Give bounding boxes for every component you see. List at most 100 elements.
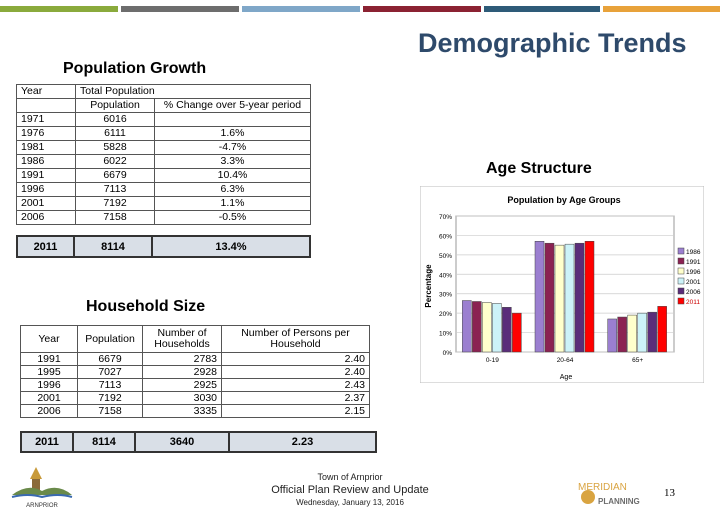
x-tick-label: 20-64 (557, 357, 574, 364)
population-cell: 5828 (75, 140, 155, 155)
legend-swatch-1986 (677, 247, 685, 255)
x-tick-label: 0-19 (486, 357, 499, 364)
age-structure-chart: Population by Age Groups Percentage Age … (420, 186, 704, 383)
household-size-summary: 2011 8114 3640 2.23 (20, 431, 377, 453)
y-tick-label: 40% (439, 272, 452, 279)
bar-segment-6 (603, 6, 720, 12)
legend-swatch-2011 (677, 297, 685, 305)
table-row: 2006 7158 3335 2.15 (20, 404, 370, 418)
y-tick-label: 70% (439, 214, 452, 221)
year-cell: 2001 (20, 391, 78, 405)
chart-title: Population by Age Groups (507, 195, 620, 205)
population-cell: 7192 (75, 196, 155, 211)
year-cell: 2006 (16, 210, 76, 225)
summary-year: 2011 (18, 237, 75, 256)
legend-label-1986: 1986 (686, 249, 701, 256)
bar-2006-20-64 (574, 242, 585, 353)
chart-y-label: Percentage (424, 264, 433, 308)
year-cell: 1976 (16, 126, 76, 141)
bar-2011-65+ (657, 306, 667, 353)
change-cell: 1.1% (154, 196, 311, 211)
x-tick-label: 65+ (632, 357, 643, 364)
col-population: Population (75, 98, 155, 113)
col-year: Year (16, 84, 76, 99)
table-row: 1996 7113 2925 2.43 (20, 378, 370, 392)
y-tick-label: 30% (439, 292, 452, 299)
change-cell: 6.3% (154, 182, 311, 197)
population-cell: 6022 (75, 154, 155, 169)
meridian-planning-logo: MERIDIAN PLANNING (578, 480, 648, 515)
persons-cell: 2.43 (221, 378, 370, 392)
col-year: Year (20, 325, 78, 353)
table-row: 2001 7192 3030 2.37 (20, 391, 370, 405)
population-growth-table: Year Total Population Population % Chang… (16, 84, 311, 225)
table-row: 1981 5828 -4.7% (16, 140, 311, 155)
year-cell: 2006 (20, 404, 78, 418)
population-cell: 7027 (77, 365, 143, 379)
legend-label-1991: 1991 (686, 259, 701, 266)
table-row: 1976 6111 1.6% (16, 126, 311, 141)
summary-year: 2011 (22, 433, 74, 451)
legend-swatch-1996 (677, 267, 685, 275)
footer-line2: Official Plan Review and Update (271, 484, 429, 496)
bar-segment-1 (0, 6, 118, 12)
logo-tower-icon (30, 467, 42, 479)
year-cell: 1995 (20, 365, 78, 379)
bar-2011-20-64 (584, 241, 595, 353)
year-cell: 1991 (16, 168, 76, 183)
year-cell: 1991 (20, 352, 78, 366)
year-cell: 1971 (16, 112, 76, 127)
population-cell: 6679 (77, 352, 143, 366)
legend-label-2011: 2011 (686, 299, 700, 306)
bar-1996-65+ (627, 314, 637, 353)
table-row: 2006 7158 -0.5% (16, 210, 311, 225)
bar-segment-3 (242, 6, 360, 12)
households-cell: 2783 (142, 352, 222, 366)
table-row: 1991 6679 10.4% (16, 168, 311, 183)
legend-label-1996: 1996 (686, 269, 701, 276)
bar-1996-0-19 (482, 302, 492, 353)
persons-cell: 2.15 (221, 404, 370, 418)
change-cell: -0.5% (154, 210, 311, 225)
population-cell: 7158 (77, 404, 143, 418)
population-cell: 6016 (75, 112, 155, 127)
summary-population: 8114 (75, 237, 153, 256)
table-row: 1996 7113 6.3% (16, 182, 311, 197)
households-cell: 3335 (142, 404, 222, 418)
year-cell: 1986 (16, 154, 76, 169)
col-population: Population (77, 325, 143, 353)
col-change: % Change over 5-year period (154, 98, 311, 113)
arnprior-logo: ARNPRIOR (8, 465, 78, 518)
persons-cell: 2.37 (221, 391, 370, 405)
population-cell: 6679 (75, 168, 155, 183)
persons-cell: 2.40 (221, 365, 370, 379)
bar-segment-5 (484, 6, 600, 12)
bar-2001-65+ (637, 312, 647, 353)
footer-line3: Wednesday, January 13, 2016 (296, 498, 404, 507)
legend-swatch-1991 (677, 257, 685, 265)
bar-2011-0-19 (512, 312, 522, 353)
legend-label-2001: 2001 (686, 279, 701, 286)
col-persons: Number of Persons per Household (221, 325, 370, 353)
top-color-bars (0, 6, 720, 12)
population-cell: 7113 (77, 378, 143, 392)
population-cell: 7192 (77, 391, 143, 405)
table-row: 1995 7027 2928 2.40 (20, 365, 370, 379)
population-cell: 7113 (75, 182, 155, 197)
arnprior-logo-text: ARNPRIOR (26, 503, 58, 509)
bar-1991-0-19 (472, 301, 482, 353)
population-cell: 6111 (75, 126, 155, 141)
chart-x-label: Age (560, 374, 573, 381)
age-structure-heading: Age Structure (486, 160, 592, 177)
summary-persons: 2.23 (291, 436, 314, 448)
meridian-icon (581, 490, 595, 504)
change-cell: 3.3% (154, 154, 311, 169)
year-cell: 1996 (20, 378, 78, 392)
y-tick-label: 0% (443, 350, 453, 357)
legend-swatch-2006 (677, 287, 685, 295)
households-cell: 2925 (142, 378, 222, 392)
year-cell: 1981 (16, 140, 76, 155)
col-households: Number of Households (142, 325, 222, 353)
households-cell: 3030 (142, 391, 222, 405)
table-row: 1971 6016 (16, 112, 311, 127)
